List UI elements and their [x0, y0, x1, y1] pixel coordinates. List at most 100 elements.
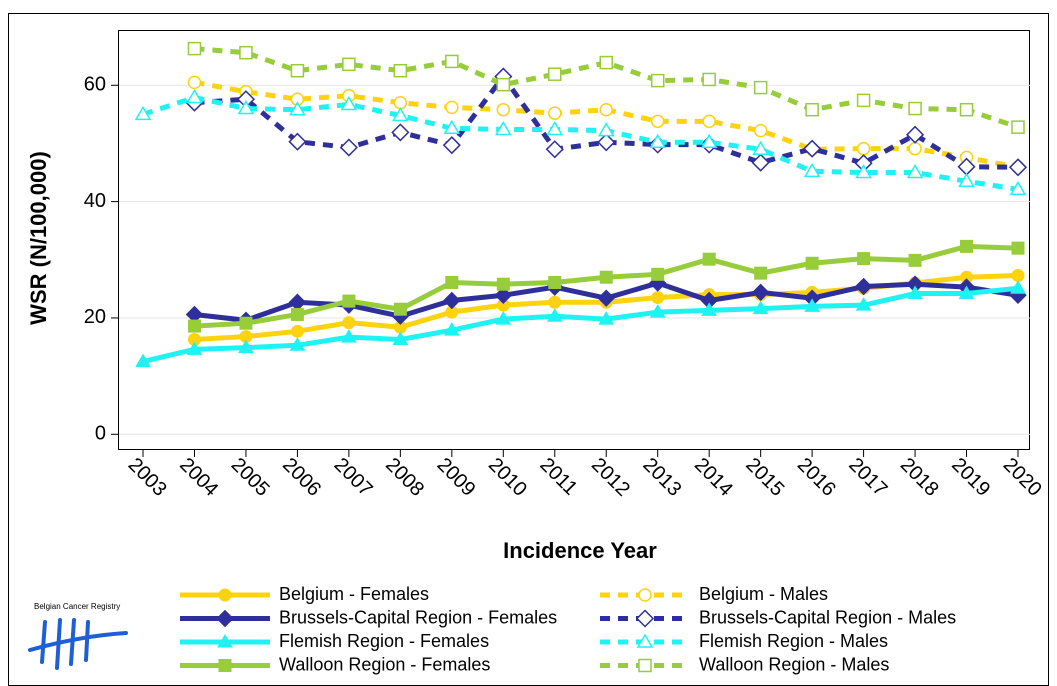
marker — [701, 302, 718, 316]
marker — [805, 102, 819, 117]
marker — [218, 588, 232, 602]
series — [187, 239, 1025, 333]
marker — [443, 322, 460, 336]
marker — [700, 133, 718, 149]
legend-label: Flemish Region - Females — [279, 631, 489, 651]
marker — [651, 267, 665, 281]
marker — [635, 609, 655, 628]
marker — [599, 270, 613, 284]
marker — [548, 295, 562, 309]
legend-label: Walloon Region - Females — [279, 654, 490, 674]
marker — [186, 341, 203, 355]
logo-text: Belgian Cancer Registry — [34, 602, 120, 611]
marker — [187, 75, 202, 90]
marker — [445, 100, 459, 115]
marker — [751, 283, 770, 302]
marker — [392, 107, 409, 122]
legend-label: Walloon Region - Males — [699, 654, 889, 674]
marker — [392, 331, 409, 345]
marker — [1009, 180, 1027, 196]
marker — [340, 95, 358, 111]
series-line — [142, 94, 1019, 192]
marker — [342, 57, 356, 72]
marker — [548, 67, 562, 81]
marker — [496, 102, 511, 117]
series — [187, 41, 1025, 134]
marker — [599, 55, 613, 70]
marker — [342, 294, 356, 308]
y-tick-label: 0 — [95, 423, 106, 445]
legend-label: Flemish Region - Males — [699, 631, 888, 651]
marker — [239, 45, 253, 60]
marker — [218, 659, 232, 672]
marker — [855, 164, 872, 179]
marker — [855, 297, 872, 311]
marker — [636, 633, 654, 648]
series — [134, 88, 1027, 196]
marker — [638, 588, 652, 602]
marker — [908, 101, 922, 116]
marker — [339, 138, 358, 157]
marker — [908, 141, 922, 156]
marker — [702, 72, 716, 87]
marker — [393, 302, 407, 316]
marker — [702, 114, 716, 129]
marker — [289, 101, 306, 116]
marker — [649, 133, 667, 149]
marker — [638, 658, 652, 673]
marker — [442, 136, 461, 155]
marker — [906, 164, 924, 179]
marker — [289, 337, 306, 351]
marker — [958, 285, 975, 300]
marker — [548, 275, 562, 289]
marker — [958, 172, 975, 187]
marker — [751, 153, 770, 172]
marker — [649, 304, 666, 318]
logo: Belgian Cancer Registry — [28, 602, 128, 670]
marker — [908, 253, 922, 267]
marker — [754, 266, 768, 280]
marker — [597, 133, 616, 152]
marker — [135, 353, 151, 368]
marker — [598, 311, 615, 325]
marker — [237, 100, 255, 115]
marker — [803, 162, 821, 178]
x-axis-title: Incidence Year — [503, 538, 657, 563]
y-tick-label: 60 — [84, 74, 106, 96]
marker — [216, 609, 234, 628]
marker — [445, 275, 459, 289]
marker — [186, 88, 203, 104]
marker — [854, 277, 873, 296]
marker — [443, 291, 461, 310]
marker — [856, 141, 871, 156]
marker — [496, 277, 510, 291]
marker — [393, 95, 408, 110]
marker — [187, 41, 202, 56]
marker — [290, 63, 305, 78]
marker — [651, 291, 665, 305]
legend-label: Brussels-Capital Region - Males — [699, 607, 956, 627]
series-line — [194, 72, 1019, 170]
marker — [445, 54, 459, 69]
marker — [496, 77, 511, 92]
marker — [545, 140, 564, 159]
marker — [443, 119, 461, 135]
marker — [907, 285, 923, 300]
legend-label: Belgium - Females — [279, 584, 429, 604]
marker — [752, 300, 769, 315]
marker — [495, 311, 512, 325]
series-line — [142, 285, 1019, 365]
marker — [960, 239, 974, 253]
marker — [702, 252, 716, 266]
logo-icon — [28, 618, 128, 670]
marker — [650, 73, 665, 88]
marker — [288, 132, 307, 151]
legend-label: Belgium - Males — [699, 584, 828, 604]
marker — [134, 105, 152, 121]
y-axis-title: WSR (N/100,000) — [26, 151, 51, 325]
marker — [239, 316, 253, 330]
marker — [391, 123, 410, 142]
marker — [187, 319, 201, 333]
marker — [546, 120, 564, 136]
